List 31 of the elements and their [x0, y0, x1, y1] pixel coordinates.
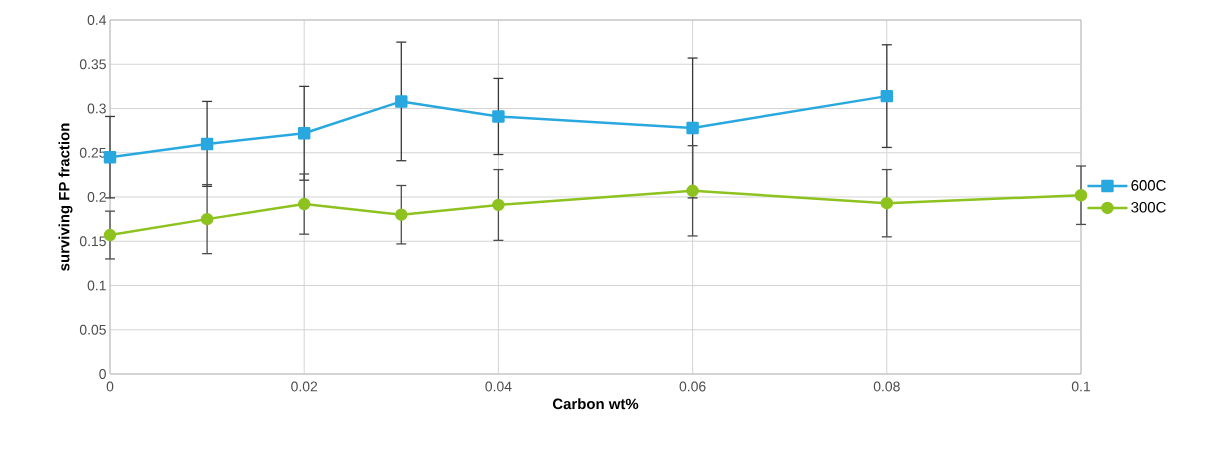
y-tick-label: 0.05 [79, 324, 106, 335]
x-tick-label: 0.06 [679, 381, 706, 392]
legend-label: 300C [1131, 201, 1166, 213]
point [686, 184, 699, 198]
point [297, 127, 311, 140]
x-tick-label: 0.1 [1071, 381, 1091, 392]
y-tick-label: 0.2 [87, 192, 106, 202]
point [297, 197, 311, 211]
x-tick-label: 0 [106, 381, 114, 392]
y-tick-label: 0.35 [79, 59, 106, 70]
x-tick-label: 0.08 [873, 381, 900, 392]
point [880, 196, 894, 210]
point [880, 89, 894, 103]
y-tick-label: 0 [99, 369, 106, 379]
point [395, 95, 408, 108]
point [200, 212, 214, 226]
point [395, 208, 408, 221]
y-axis-title: surviving FP fraction [58, 123, 73, 271]
x-tick-label: 0.04 [485, 381, 512, 392]
x-axis-title: Carbon wt% [552, 398, 639, 410]
point [492, 198, 505, 212]
point [200, 137, 214, 151]
y-tick-label: 0.15 [79, 236, 106, 247]
y-tick-label: 0.3 [87, 103, 106, 114]
x-tick-label: 0.02 [291, 381, 318, 392]
y-tick-label: 0.1 [87, 280, 106, 291]
point [1074, 189, 1088, 202]
point [686, 121, 699, 135]
y-tick-label: 0.4 [87, 15, 107, 25]
point [492, 110, 505, 123]
legend-label: 600C [1131, 180, 1166, 191]
